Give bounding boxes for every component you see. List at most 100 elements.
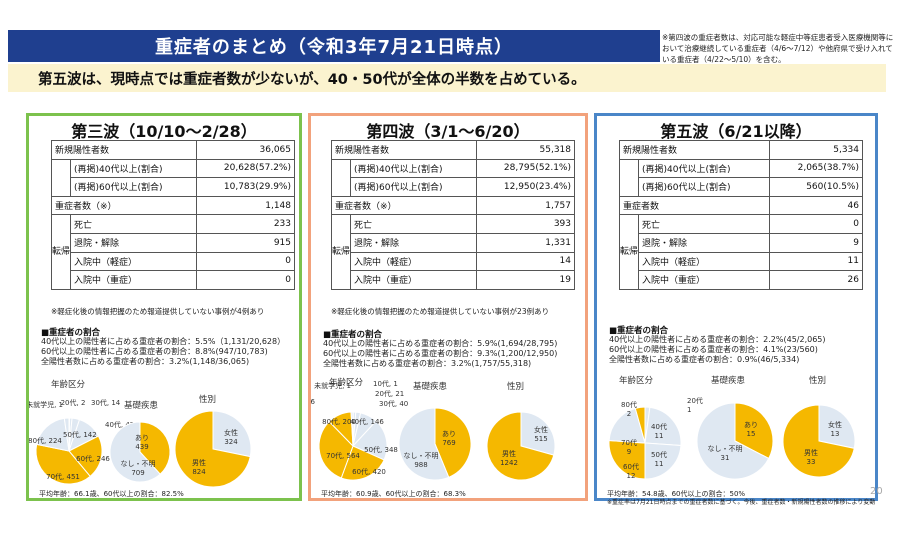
table-row: 新規陽性者数 36,065	[50, 140, 295, 160]
panel-title: 第四波（3/1〜6/20）	[366, 122, 530, 141]
pie-label-1-年齢区分-4: 40代, 146	[350, 417, 384, 426]
cell-severe_in: 19	[476, 270, 575, 290]
table-footnote: ※軽症化後の情報把握のため報道提供していない事例が4例あり	[51, 307, 265, 316]
pie-label-2-年齢区分-1: 40代 11	[651, 422, 667, 440]
pie-label-0-基礎疾患-0: あり 439	[135, 434, 149, 451]
pie-label-2-性別-0: 女性 13	[828, 420, 842, 438]
pie-label-0-年齢区分-5: 60代, 246	[76, 454, 110, 463]
pie-label-2-年齢区分-2: 50代 11	[651, 450, 667, 468]
pie-label-1-年齢区分-5: 50代, 348	[364, 445, 398, 454]
pie-slice-0-年齢区分-7	[36, 417, 70, 452]
average-age-footer: 平均年齢：54.8歳、60代以上の割合：50%	[607, 490, 746, 498]
ratio-heading: ■重症者の割合	[41, 328, 101, 338]
chart-title-sex: 性別	[507, 382, 525, 392]
pie-slice-1-性別-1	[486, 411, 555, 481]
pie-label-1-年齢区分-8: 80代, 200	[322, 417, 356, 426]
pie-label-0-年齢区分-0: 未就学児, 1	[29, 400, 63, 409]
chart-title-disease: 基礎疾患	[413, 382, 448, 392]
pie-label-0-年齢区分-2: 30代, 14	[91, 398, 121, 407]
chart-title-age: 年齢区分	[619, 376, 654, 386]
pie-slice-2-性別-0	[818, 404, 856, 449]
pie-slice-1-年齢区分-9	[350, 411, 354, 447]
table-row: 入院中（重症） 19	[332, 270, 575, 290]
pie-label-1-年齢区分-7: 70代, 564	[326, 451, 360, 460]
pie-slice-2-年齢区分-4	[608, 407, 646, 444]
pie-slice-2-基礎疾患-0	[734, 402, 774, 460]
pie-slice-2-年齢区分-2	[644, 442, 682, 480]
pie-slice-1-性別-0	[520, 411, 556, 456]
page-title: 重症者のまとめ（令和3年7月21日時点）	[8, 30, 660, 62]
pie-label-0-性別-1: 男性 824	[192, 458, 206, 476]
average-age-footer: 平均年齢：66.1歳、60代以上の割合：82.5%	[39, 490, 184, 498]
pie-label-0-性別-0: 女性 324	[224, 428, 238, 446]
pie-label-1-年齢区分-1: 10代, 1	[373, 379, 398, 388]
average-age-footer: 平均年齢：60.9歳、60代以上の割合：68.3%	[321, 490, 466, 498]
cell-outcome_label: 転帰	[50, 214, 72, 290]
pie-slice-1-基礎疾患-0	[434, 407, 472, 478]
table-row: 退院・解除 915	[52, 232, 295, 253]
pie-label-1-年齢区分-9: 90代, 16	[311, 397, 316, 406]
cell-mild_label: 入院中（軽症）	[70, 251, 198, 272]
pie-label-1-基礎疾患-1: なし・不明 988	[404, 452, 439, 469]
stats-table: 新規陽性者数 5,334 (再掲)40代以上(割合) 2,065(38.7%) (再掲)…	[618, 140, 864, 290]
cell-mild_label: 入院中（軽症）	[350, 251, 478, 272]
pie-slice-2-年齢区分-1	[644, 406, 682, 446]
pie-label-0-年齢区分-1: 20代, 2	[61, 398, 86, 407]
pie-label-2-基礎疾患-0: あり 15	[744, 421, 758, 438]
pie-slice-2-性別-1	[782, 404, 855, 478]
panel-wave-5: 第五波（6/21以降） 新規陽性者数 5,334 (再掲)40代以上(割合) 2,065…	[594, 113, 878, 506]
chart-title-sex: 性別	[199, 395, 217, 405]
stats-table: 新規陽性者数 36,065 (再掲)40代以上(割合) 20,628(57.2%) (再…	[50, 140, 295, 290]
cell-severe_in: 0	[196, 270, 295, 290]
table-row: 入院中（軽症） 11	[620, 251, 864, 272]
pie-slice-0-年齢区分-6	[35, 443, 91, 485]
cell-outcome_label: 転帰	[330, 214, 352, 290]
pie-label-0-年齢区分-3: 40代, 42	[105, 420, 134, 429]
chart-title-sex: 性別	[809, 376, 827, 386]
pie-label-1-年齢区分-2: 20代, 21	[375, 389, 404, 398]
ratio-line: 全陽性者数に占める重症者の割合：3.2%(1,148/36,065)	[41, 357, 250, 366]
cell-severe_in: 26	[768, 270, 864, 290]
pie-label-1-年齢区分-6: 60代, 420	[352, 467, 386, 476]
ratio-line: 60代以上の陽性者に占める重症者の割合：8.8%(947/10,783)	[41, 347, 268, 356]
cell-mild: 11	[768, 251, 864, 272]
ratio-heading: ■重症者の割合	[609, 326, 669, 336]
panel-wave-4: 第四波（3/1〜6/20） 新規陽性者数 55,318 (再掲)40代以上(割合) 28…	[308, 113, 588, 501]
cell-blank	[618, 159, 640, 178]
pie-slice-0-性別-0	[212, 410, 252, 458]
page-number: 20	[870, 486, 883, 497]
pie-label-2-年齢区分-3: 60代 12	[623, 462, 639, 480]
chart-title-disease: 基礎疾患	[124, 401, 159, 411]
pie-slice-0-基礎疾患-1	[109, 421, 161, 483]
cell-blank	[618, 177, 640, 197]
pie-slice-1-年齢区分-5	[352, 420, 388, 461]
pie-slice-0-年齢区分-5	[68, 435, 103, 478]
ratio-line: 40代以上の陽性者に占める重症者の割合：2.2%(45/2,065)	[609, 335, 826, 344]
ratio-line: 60代以上の陽性者に占める重症者の割合：4.1%(23/560)	[609, 345, 818, 354]
pie-slice-2-年齢区分-3	[608, 440, 646, 480]
table-row: 入院中（重症） 26	[620, 270, 864, 290]
ratio-line: 40代以上の陽性者に占める重症者の割合：5.5%（1,131/20,628）	[41, 337, 286, 346]
table-row: 退院・解除 9	[620, 232, 864, 253]
cell-outcome_label: 転帰	[618, 214, 640, 290]
cell-mild: 14	[476, 251, 575, 272]
table-row: 入院中（軽症） 14	[332, 251, 575, 272]
table-row: (再掲)40代以上(割合) 20,628(57.2%)	[50, 158, 295, 179]
pie-slice-2-基礎疾患-1	[696, 402, 770, 480]
pie-label-0-基礎疾患-1: なし・不明 709	[121, 460, 156, 477]
rate-footnote: ※重症率は7月21日時点までの重症者数に基づく。今後、重症者数・新規陽性者数の推…	[607, 499, 876, 506]
chart-title-age: 年齢区分	[329, 378, 364, 388]
panel-title: 第三波（10/10〜2/28）	[71, 122, 257, 141]
chart-title-disease: 基礎疾患	[711, 376, 746, 386]
chart-title-age: 年齢区分	[51, 380, 86, 390]
pie-label-2-性別-1: 男性 33	[804, 448, 818, 466]
pie-label-1-年齢区分-3: 30代, 40	[379, 399, 408, 408]
pie-label-2-年齢区分-4: 70代 9	[621, 438, 637, 456]
cell-severe_in_label: 入院中（重症）	[70, 270, 198, 290]
pie-label-0-年齢区分-6: 70代, 451	[46, 472, 80, 481]
table-row: 新規陽性者数 5,334	[619, 140, 864, 160]
table-row: 転帰 死亡 233	[50, 214, 295, 290]
pie-slice-1-基礎疾患-1	[398, 407, 450, 481]
